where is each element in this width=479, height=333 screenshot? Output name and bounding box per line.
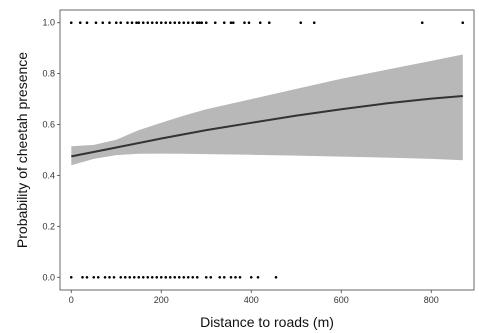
- y-axis-title: Probability of cheetah presence: [14, 52, 30, 248]
- data-point: [186, 275, 190, 279]
- data-point: [94, 21, 98, 25]
- y-axis: 0.0 0.2 0.4 0.6 0.8 1.0: [42, 18, 60, 282]
- data-point: [85, 21, 89, 25]
- data-point: [267, 21, 271, 25]
- data-point: [249, 275, 253, 279]
- data-point: [114, 21, 118, 25]
- data-point: [238, 275, 242, 279]
- data-point: [247, 21, 251, 25]
- x-axis-title: Distance to roads (m): [200, 314, 334, 330]
- data-point: [108, 21, 111, 25]
- x-tick-label: 400: [244, 295, 259, 305]
- data-point: [159, 21, 163, 25]
- confidence-band: [71, 54, 463, 166]
- data-point: [150, 21, 154, 25]
- data-point: [119, 21, 123, 25]
- data-point: [229, 21, 233, 25]
- data-point: [164, 275, 168, 279]
- data-point: [126, 21, 129, 25]
- plot-area: [59, 9, 475, 291]
- data-point: [195, 275, 199, 279]
- data-point: [164, 21, 168, 25]
- data-point: [173, 275, 177, 279]
- data-point: [150, 275, 154, 279]
- data-point: [204, 21, 208, 25]
- fit-line: [71, 95, 463, 158]
- data-point: [218, 275, 222, 279]
- data-point: [135, 21, 138, 25]
- data-point: [103, 275, 107, 279]
- data-point: [258, 21, 262, 25]
- data-point: [256, 275, 260, 279]
- data-point: [123, 275, 127, 279]
- data-point: [78, 21, 82, 25]
- data-point: [177, 21, 181, 25]
- data-point: [168, 21, 172, 25]
- data-point: [130, 21, 134, 25]
- data-point: [191, 21, 195, 25]
- x-tick-label: 0: [69, 295, 74, 305]
- data-point: [101, 21, 105, 25]
- data-point: [159, 275, 163, 279]
- data-point: [420, 21, 424, 25]
- data-point: [69, 275, 73, 279]
- absence-points: [69, 275, 278, 279]
- y-tick-label: 0.4: [42, 170, 55, 180]
- data-point: [96, 275, 100, 279]
- presence-points: [69, 21, 465, 25]
- data-point: [112, 275, 116, 279]
- data-point: [182, 21, 186, 25]
- data-point: [299, 21, 303, 25]
- data-point: [177, 275, 181, 279]
- data-point: [195, 21, 199, 25]
- data-point: [461, 21, 465, 25]
- data-point: [119, 275, 123, 279]
- data-point: [191, 275, 195, 279]
- data-point: [128, 275, 132, 279]
- data-point: [168, 275, 172, 279]
- data-point: [198, 21, 201, 25]
- data-point: [222, 21, 226, 25]
- data-point: [146, 21, 150, 25]
- data-point: [213, 21, 217, 25]
- data-point: [155, 21, 159, 25]
- data-point: [141, 275, 145, 279]
- y-tick-label: 0.8: [42, 69, 55, 79]
- data-point: [173, 21, 177, 25]
- data-point: [141, 21, 145, 25]
- data-point: [85, 275, 89, 279]
- data-point: [146, 275, 150, 279]
- y-tick-label: 0.2: [42, 221, 55, 231]
- data-point: [200, 21, 204, 25]
- data-point: [92, 275, 96, 279]
- data-point: [231, 21, 235, 25]
- data-point: [243, 21, 246, 25]
- y-tick-label: 0.6: [42, 120, 55, 130]
- data-point: [234, 275, 237, 279]
- data-point: [137, 275, 141, 279]
- data-point: [155, 275, 159, 279]
- x-axis: 0 200 400 600 800: [69, 290, 439, 305]
- y-tick-label: 0.0: [42, 272, 55, 282]
- data-point: [209, 275, 213, 279]
- data-point: [132, 275, 136, 279]
- y-tick-label: 1.0: [42, 18, 55, 28]
- data-point: [274, 275, 278, 279]
- data-point: [312, 21, 316, 25]
- plot-frame: [59, 9, 475, 291]
- x-tick-label: 200: [154, 295, 169, 305]
- data-point: [81, 275, 84, 279]
- x-tick-label: 800: [424, 295, 439, 305]
- data-point: [182, 275, 186, 279]
- data-point: [137, 21, 141, 25]
- data-point: [69, 21, 73, 25]
- data-point: [229, 275, 233, 279]
- data-point: [108, 275, 111, 279]
- x-tick-label: 600: [334, 295, 349, 305]
- data-point: [186, 21, 190, 25]
- data-point: [204, 275, 208, 279]
- data-point: [222, 275, 226, 279]
